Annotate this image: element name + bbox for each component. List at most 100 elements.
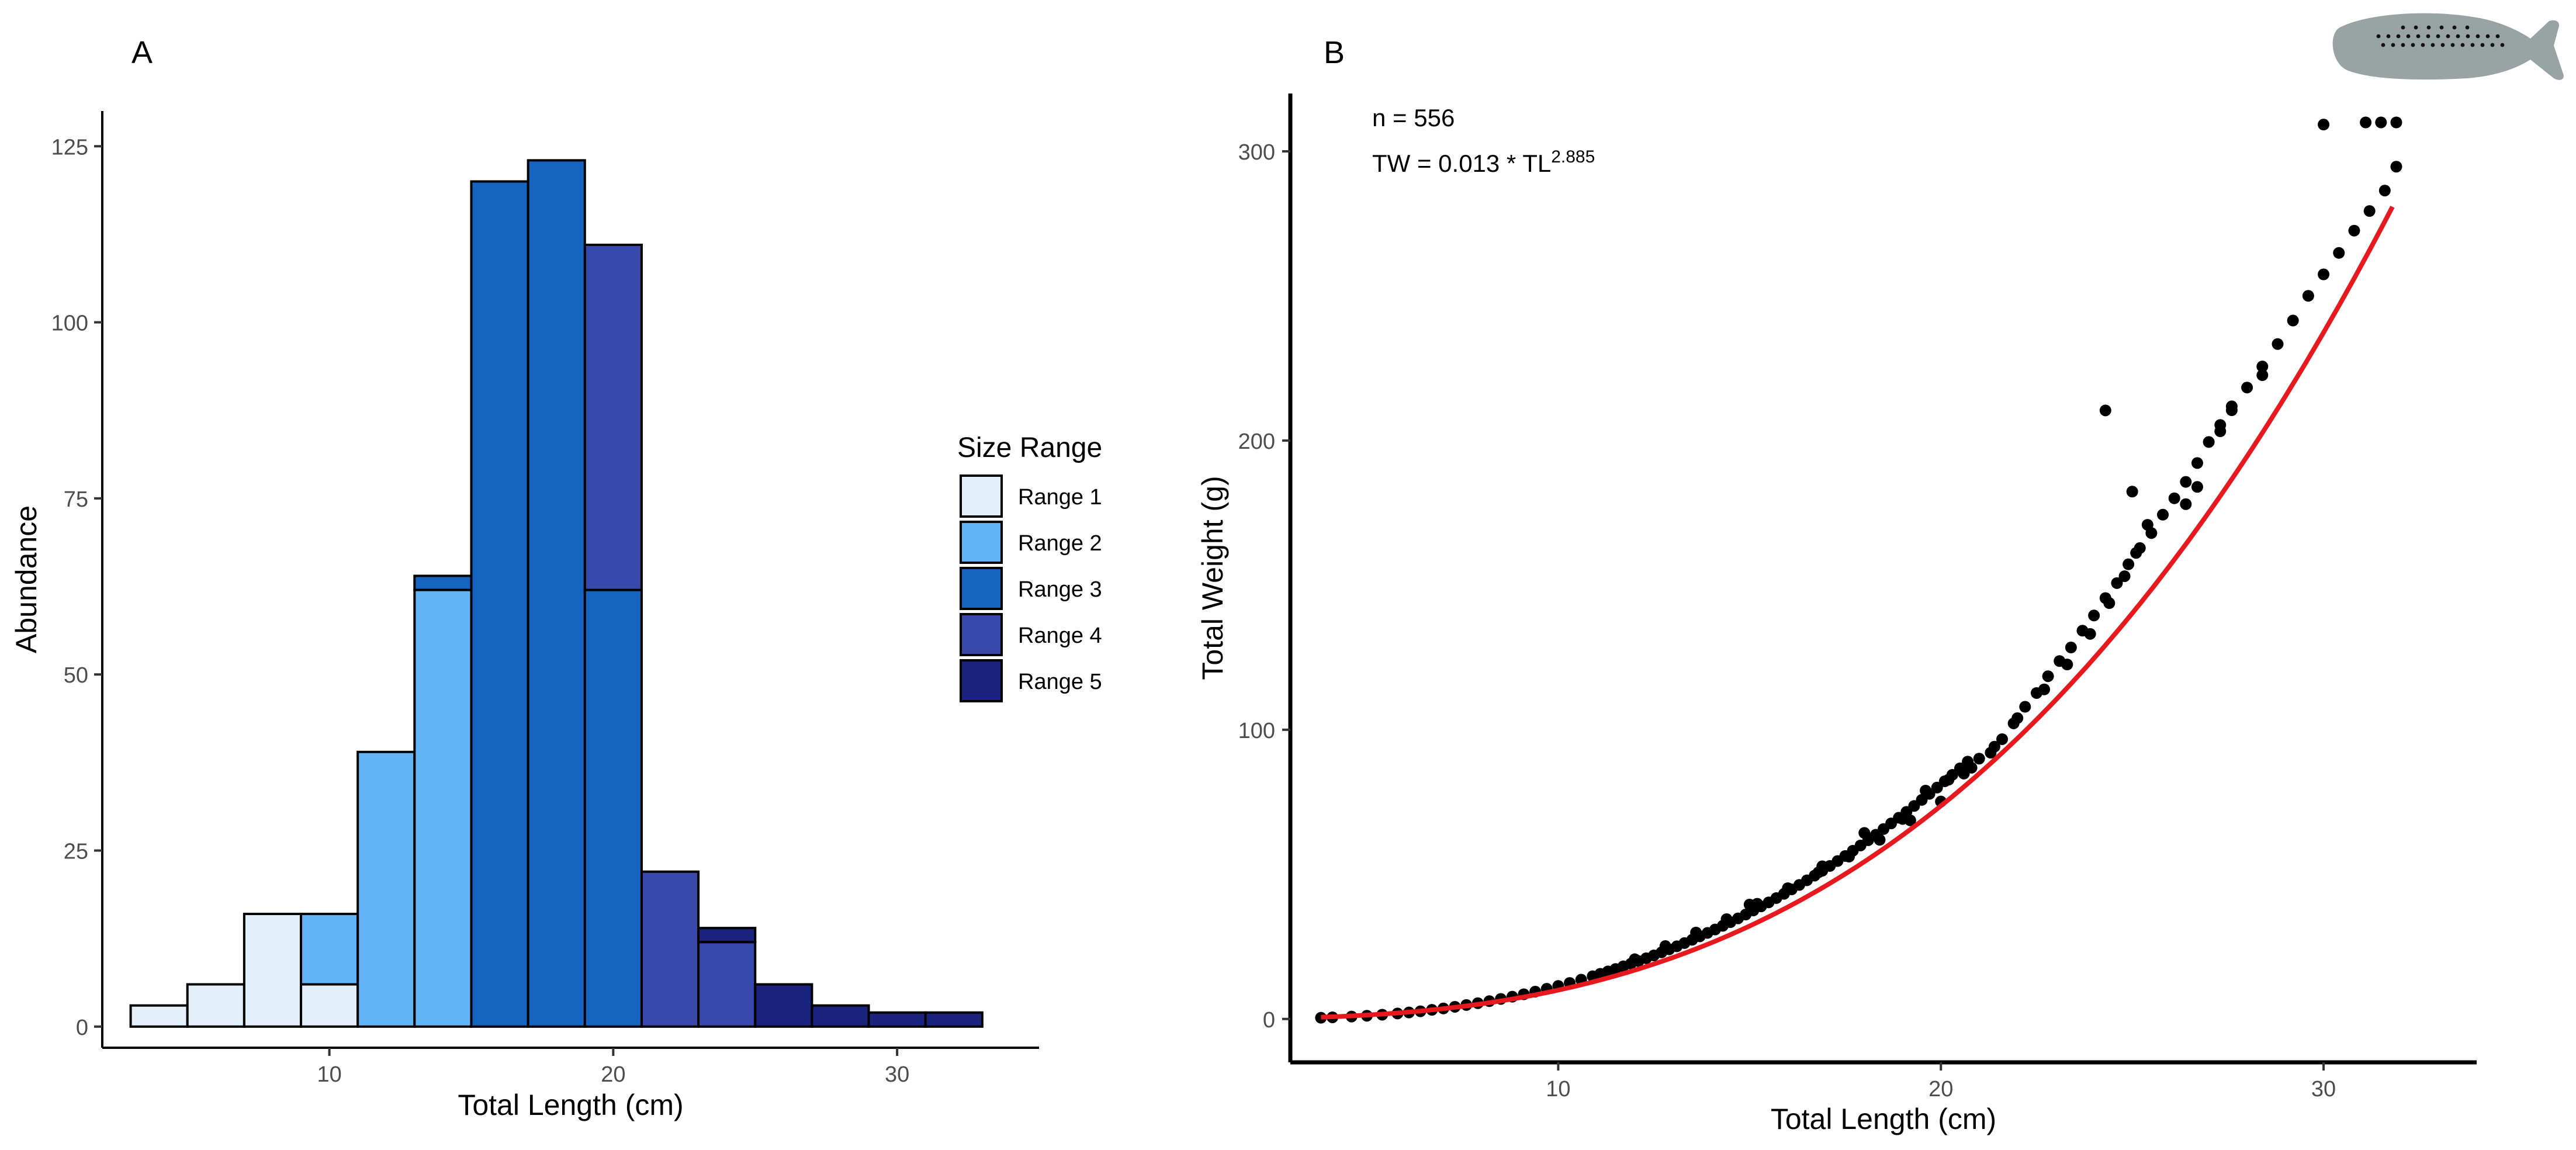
scatter-point	[1996, 733, 2008, 745]
histogram-bar-1-7	[243, 913, 303, 1028]
scatter-point	[2180, 498, 2192, 510]
equation-annotation: TW = 0.013 * TL2.885	[1372, 147, 1595, 177]
histogram-bar-4-19	[583, 244, 643, 591]
scatter-point	[2272, 338, 2284, 350]
y-tick-label: 300	[1238, 140, 1275, 165]
scatter-point	[1858, 827, 1871, 839]
scatter-point	[1816, 860, 1829, 872]
histogram-bar-2-9	[300, 913, 359, 986]
y-axis-title: Abundance	[10, 505, 43, 653]
legend-label-3: Range 3	[1018, 577, 1102, 602]
scatter-point	[2157, 508, 2169, 521]
scatter-point	[2011, 712, 2024, 724]
scatter-point	[2130, 547, 2142, 559]
scatter-point	[2141, 519, 2153, 531]
histogram-bar-1-9	[300, 983, 359, 1028]
histogram-bar-5-25	[754, 983, 813, 1028]
scatter-point	[1629, 953, 1641, 965]
scatter-point	[1943, 774, 1955, 786]
legend-swatch-1	[960, 474, 1003, 518]
legend-swatch-3	[960, 567, 1003, 610]
x-tick-label: 10	[317, 1062, 341, 1087]
y-tick-label: 100	[51, 311, 88, 336]
y-tick-label: 0	[76, 1016, 88, 1040]
histogram-bar-5-31	[924, 1011, 984, 1028]
y-tick-label: 50	[64, 663, 88, 688]
histogram-bar-3-19	[583, 588, 643, 1028]
scatter-point	[1965, 761, 1978, 774]
scatter-point	[1843, 850, 1855, 862]
panel-label-b: B	[1324, 35, 1345, 70]
legend-label-4: Range 4	[1018, 624, 1102, 648]
scatter-point	[2168, 492, 2180, 504]
scatter-point	[2019, 701, 2031, 713]
scatter-point	[1988, 740, 2000, 753]
sample-size-annotation: n = 556	[1372, 104, 1455, 131]
histogram-bar-4-23	[697, 941, 757, 1028]
scatter-point	[2061, 659, 2073, 671]
panel-b: B 0 100 200 300 10 20 30 Total Length (cm) Total …	[1196, 35, 2477, 1135]
scatter-point	[2378, 185, 2391, 197]
scatter-point	[2084, 628, 2096, 640]
scatter-point	[2180, 476, 2192, 488]
scatter-point	[1690, 926, 1702, 938]
scatter-point	[2088, 609, 2100, 622]
panel-a: A 0 25 50 75 100 125 10 20 30 Total Length (cm) Abu…	[10, 35, 1102, 1121]
histogram-bar-4-21	[640, 870, 700, 1028]
histogram-bar-2-11	[356, 750, 416, 1028]
scatter-point	[2256, 361, 2269, 373]
y-tick-label: 125	[51, 135, 88, 160]
histogram-bar-2-13	[413, 588, 473, 1028]
histogram-bar-3-13	[413, 574, 473, 591]
scatter-point	[2241, 382, 2253, 394]
histogram-bar-5-27	[811, 1004, 870, 1028]
scatter-point	[2333, 247, 2345, 259]
scatter-point	[2118, 570, 2131, 583]
x-tick-label: 30	[2311, 1077, 2336, 1101]
legend-swatch-4	[960, 613, 1003, 656]
scatter-point	[2390, 116, 2402, 129]
scatter-point	[2375, 116, 2387, 129]
scatter-point	[2038, 683, 2051, 695]
histogram-bar-3-15	[470, 180, 529, 1028]
scatter-point	[2390, 161, 2402, 173]
scatter-point	[1743, 899, 1756, 911]
scatter-point	[1973, 753, 1985, 765]
scatter-point	[2203, 436, 2215, 448]
legend-title: Size Range	[957, 432, 1102, 463]
scatter-point	[2111, 577, 2123, 589]
histogram-bar-1-5	[186, 983, 245, 1028]
x-tick-label: 20	[1928, 1077, 1953, 1101]
x-axis-title: Total Length (cm)	[1771, 1103, 1996, 1135]
x-tick-label: 30	[885, 1062, 909, 1087]
scatter-point	[1920, 784, 1932, 796]
y-tick-label: 0	[1263, 1008, 1275, 1033]
legend-label-1: Range 1	[1018, 485, 1102, 510]
scatter-point	[2256, 369, 2269, 382]
x-tick-label: 10	[1546, 1077, 1570, 1101]
scatter-point	[2214, 425, 2227, 438]
fit-curve	[1321, 206, 2395, 1020]
legend-swatch-5	[960, 659, 1003, 702]
y-tick-label: 75	[64, 487, 88, 512]
scatter-point	[2287, 314, 2299, 327]
scatter-point	[2302, 290, 2314, 302]
scatter-point	[1896, 813, 1909, 825]
fish-icon	[2332, 13, 2564, 80]
histogram-bar-3-17	[527, 159, 586, 1028]
scatter-point	[1720, 913, 1733, 925]
y-tick-label: 200	[1238, 429, 1275, 454]
scatter-point	[2042, 670, 2054, 683]
x-axis-title: Total Length (cm)	[458, 1089, 683, 1121]
scatter-point	[2123, 558, 2135, 570]
scatter-point	[2348, 224, 2360, 237]
scatter-point	[2099, 404, 2111, 417]
legend: Size Range Range 1 Range 2 Range 3 Range 4 Ra…	[957, 432, 1102, 702]
scatter-point	[1874, 834, 1886, 846]
x-tick-label: 20	[601, 1062, 625, 1087]
legend-label-5: Range 5	[1018, 670, 1102, 694]
scatter-point	[2191, 481, 2203, 493]
scatter-point	[2103, 597, 2115, 609]
histogram-bar-1-3	[129, 1004, 189, 1028]
